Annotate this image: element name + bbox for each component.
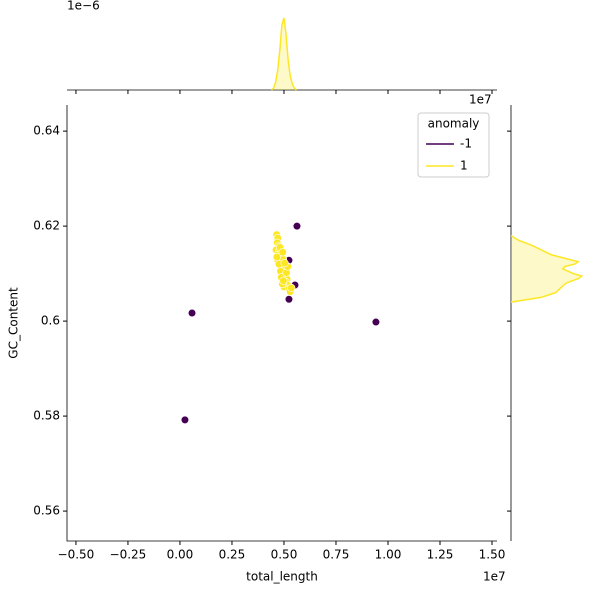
x-tick-label: −0.25 (110, 548, 147, 562)
y-axis-label: GC_Content (7, 287, 21, 359)
x-tick-label: 1.25 (427, 548, 454, 562)
legend-frame (417, 112, 490, 178)
x-tick-label: 0.25 (219, 548, 246, 562)
y-tick-label: 0.58 (33, 409, 60, 423)
density-fill (271, 18, 297, 90)
point (279, 276, 288, 285)
y-tick-label: 0.56 (33, 504, 60, 518)
y-offset-text: 1e−6 (67, 0, 100, 13)
point (287, 283, 296, 292)
point (187, 308, 197, 318)
point (278, 248, 287, 257)
x-offset-text: 1e7 (483, 570, 506, 584)
point (180, 415, 190, 424)
density-line (270, 17, 297, 91)
x-tick-label: 0.00 (167, 548, 194, 562)
density-fill (511, 235, 582, 303)
legend-title: anomaly (428, 117, 480, 131)
x-tick-label: 1.50 (479, 548, 506, 562)
x-tick-label: −0.50 (58, 548, 95, 562)
point (280, 259, 289, 268)
point (284, 295, 294, 304)
legend: anomaly -1 1 (417, 112, 490, 178)
legend-label: -1 (460, 137, 472, 151)
point (292, 222, 302, 231)
density-line (510, 234, 584, 303)
x-tick-label: 0.75 (323, 548, 350, 562)
x-axis-label: total_length (246, 570, 318, 584)
point (371, 317, 381, 327)
y-tick-label: 0.64 (33, 124, 60, 138)
y-tick-label: 0.62 (33, 219, 60, 233)
y-tick-label: 0.6 (41, 314, 60, 328)
axis-spine (66, 105, 497, 542)
x-tick-label: 0.50 (271, 548, 298, 562)
point (272, 252, 282, 262)
x-offset-text: 1e7 (469, 93, 492, 107)
legend-label: 1 (460, 159, 468, 173)
x-tick-label: 1.00 (375, 548, 402, 562)
